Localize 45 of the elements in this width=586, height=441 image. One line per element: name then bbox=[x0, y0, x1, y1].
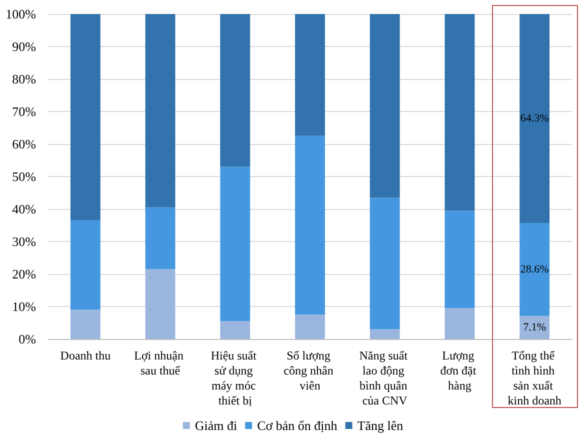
x-tick-label: Tổng thể tình hình sản xuất kinh doanh bbox=[508, 348, 562, 408]
x-tick-label: Năng suất lao động bình quân của CNV bbox=[359, 348, 411, 408]
bar bbox=[295, 14, 325, 136]
data-label: 64.3% bbox=[520, 112, 549, 124]
y-tick-label: 90% bbox=[12, 39, 36, 54]
y-tick-label: 50% bbox=[12, 169, 36, 184]
bar bbox=[145, 14, 176, 208]
bar bbox=[220, 166, 250, 322]
legend-label: Tăng lên bbox=[357, 418, 404, 433]
bar bbox=[520, 222, 550, 316]
y-tick-label: 40% bbox=[12, 202, 36, 216]
bar bbox=[295, 136, 325, 315]
bar bbox=[70, 310, 100, 339]
bar bbox=[70, 220, 100, 310]
bar bbox=[520, 14, 550, 223]
y-tick-label: 0% bbox=[18, 332, 36, 346]
bar bbox=[370, 198, 400, 330]
y-tick-label: 70% bbox=[12, 104, 36, 119]
x-tick-label: Số lượng công nhân viên bbox=[284, 348, 336, 392]
legend-label: Cơ bản ổn định bbox=[257, 418, 338, 433]
bar bbox=[145, 207, 176, 270]
bar bbox=[220, 321, 250, 339]
bar bbox=[370, 329, 400, 339]
y-tick-label: 80% bbox=[12, 72, 36, 86]
y-tick-label: 60% bbox=[12, 136, 36, 152]
data-label: 7.1% bbox=[523, 321, 546, 334]
legend-label: Giảm đi bbox=[194, 418, 238, 433]
x-tick-label: Lợi nhuận sau thuế bbox=[134, 348, 186, 378]
bar bbox=[444, 14, 475, 211]
y-tick-label: 10% bbox=[12, 299, 36, 314]
x-tick-label: Lượng đơn đặt hàng bbox=[440, 348, 480, 392]
bar bbox=[520, 316, 550, 339]
y-tick-label: 20% bbox=[12, 266, 36, 282]
bar bbox=[444, 308, 475, 339]
bar bbox=[295, 314, 325, 339]
x-tick-label: Doanh thu bbox=[60, 348, 111, 362]
data-label: 28.6% bbox=[520, 263, 549, 276]
bar bbox=[370, 14, 400, 198]
bar bbox=[70, 14, 100, 220]
x-tick-label: Hiệu suất sử dụng máy móc thiết bị bbox=[210, 348, 260, 408]
bar bbox=[444, 210, 475, 308]
bar bbox=[220, 14, 250, 167]
bar bbox=[145, 269, 176, 339]
y-tick-label: 100% bbox=[6, 6, 36, 22]
y-tick-label: 30% bbox=[12, 234, 36, 249]
